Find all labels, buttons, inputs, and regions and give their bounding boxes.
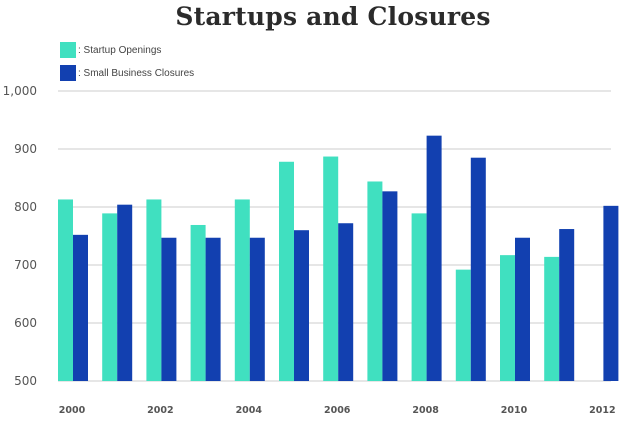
bar-business-closures (205, 237, 221, 381)
bar-business-closures (515, 237, 530, 381)
x-tick-label: 2010 (501, 405, 528, 416)
bar-startup-openings (544, 256, 560, 381)
bar-business-closures (382, 191, 398, 381)
y-tick-label: 900 (14, 142, 37, 156)
y-tick-label: 800 (14, 200, 37, 214)
bar-startup-openings (279, 161, 294, 381)
bar-business-closures (559, 229, 575, 381)
chart-title: Startups and Closures (175, 2, 491, 31)
legend-label-startups: : Startup Openings (78, 44, 162, 56)
bar-business-closures (117, 204, 133, 381)
bar-business-closures (73, 234, 88, 381)
x-tick-label: 2008 (412, 405, 439, 416)
bar-business-closures (161, 237, 177, 381)
x-tick-label: 2004 (236, 405, 263, 416)
y-tick-label: 600 (14, 316, 37, 330)
legend-label-closures: : Small Business Closures (78, 67, 195, 79)
bar-startup-openings (367, 181, 383, 381)
x-tick-label: 2006 (324, 405, 351, 416)
y-tick-label: 1,000 (3, 84, 37, 98)
bar-business-closures (426, 135, 442, 381)
x-tick-label: 2012 (589, 405, 615, 416)
bar-startup-openings (323, 156, 339, 381)
y-tick-label: 500 (14, 374, 37, 388)
bar-business-closures (338, 223, 354, 381)
bar-startup-openings (411, 213, 427, 381)
bar-startup-openings (234, 199, 250, 381)
legend-item-startups: : Startup Openings (60, 42, 161, 58)
bar-business-closures (603, 205, 619, 381)
bar-startup-openings (58, 199, 73, 381)
bar-startup-openings (190, 224, 206, 381)
x-tick-label: 2002 (147, 405, 173, 416)
y-tick-label: 700 (14, 258, 37, 272)
bar-startup-openings (146, 199, 162, 381)
bar-business-closures (294, 230, 309, 381)
bar-startup-openings (500, 255, 515, 381)
x-tick-label: 2000 (59, 405, 86, 416)
legend-swatch-startups (60, 42, 76, 58)
bar-business-closures (470, 157, 486, 381)
legend-swatch-closures (60, 65, 76, 81)
bar-business-closures (249, 237, 265, 381)
bar-startup-openings (455, 269, 471, 381)
bar-startup-openings (102, 213, 118, 381)
legend-item-closures: : Small Business Closures (60, 65, 194, 81)
